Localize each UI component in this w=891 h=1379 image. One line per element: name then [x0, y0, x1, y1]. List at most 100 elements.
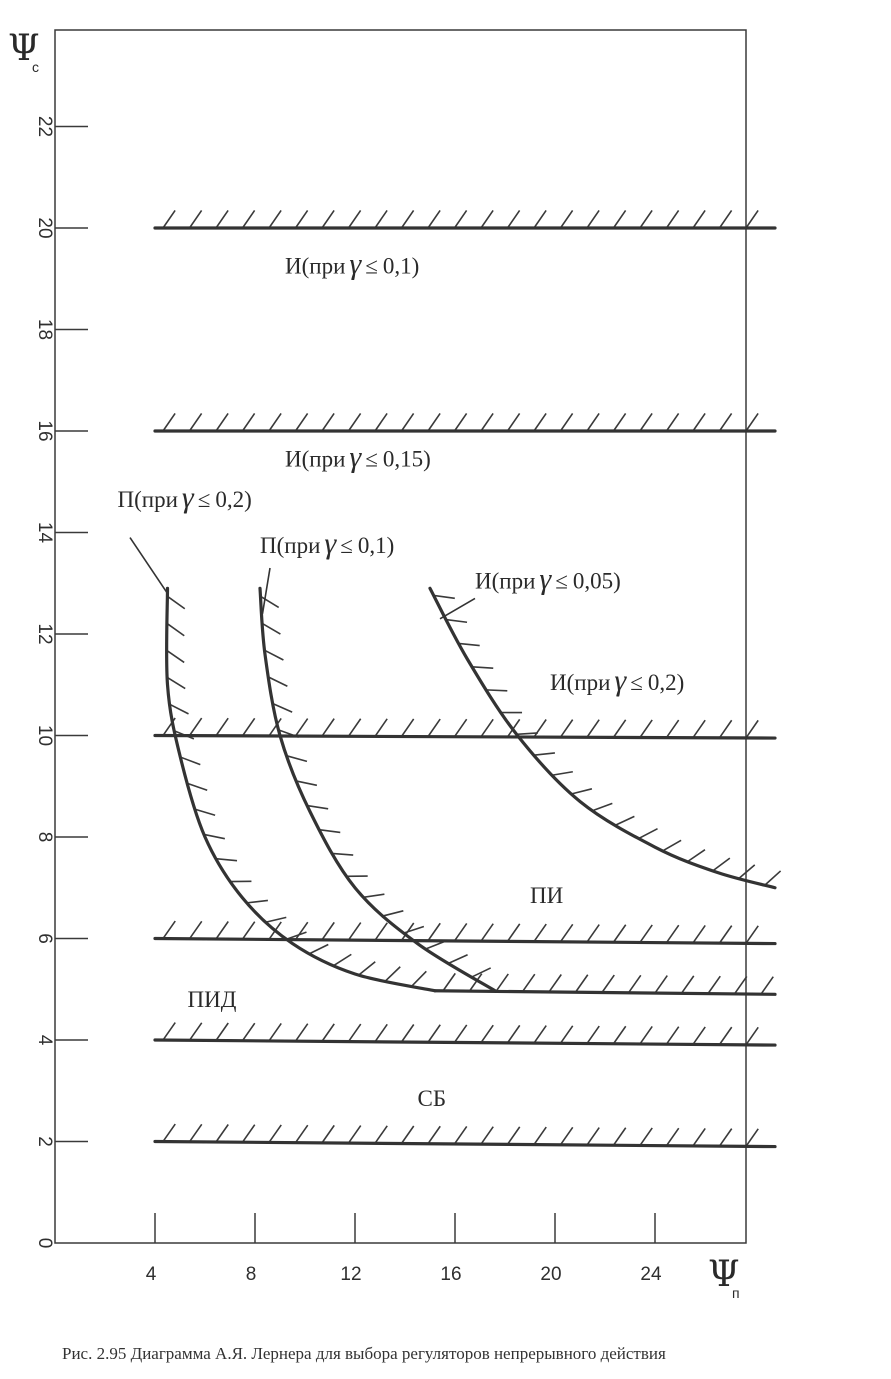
- hatch-h4: [559, 1025, 574, 1044]
- hatch-curve-i005: [764, 870, 782, 886]
- hatch-h6: [692, 924, 706, 944]
- hatch-h16: [480, 412, 494, 432]
- hatch-curve-p02: [332, 953, 352, 967]
- hatch-h5: [601, 974, 615, 993]
- hatch-h4: [374, 1023, 388, 1043]
- hatch-curve-p01: [403, 925, 425, 934]
- hatch-h6: [347, 922, 362, 941]
- boundary-curve-p02: [164, 586, 437, 993]
- hatch-h20: [427, 209, 441, 229]
- hatch-h5: [442, 972, 456, 992]
- hatch-curve-i005: [516, 732, 538, 736]
- hatch-h16: [692, 412, 706, 432]
- annotation-pid: ПИД: [188, 987, 237, 1012]
- hatch-h6: [480, 923, 494, 942]
- hatch-h4: [533, 1025, 547, 1044]
- y-axis-symbol: Ψ: [8, 28, 40, 69]
- hatch-h10: [639, 719, 653, 738]
- hatch-h10: [427, 718, 441, 738]
- gamma-symbol: γ: [349, 441, 362, 474]
- hatch-h4: [294, 1023, 309, 1042]
- hatch-h20: [241, 209, 256, 229]
- hatch-h4: [586, 1025, 600, 1044]
- hatch-h20: [718, 209, 733, 229]
- relation-symbol: ≤: [340, 533, 353, 558]
- hatch-curve-i005: [712, 857, 731, 872]
- plot-frame: [54, 29, 747, 1244]
- hatch-h6: [427, 922, 441, 942]
- annotation-value: 0,2): [648, 670, 684, 695]
- annotation-value: 0,1): [358, 533, 394, 558]
- hatch-h6: [533, 923, 547, 943]
- hatch-curve-p02: [410, 970, 427, 988]
- hatch-h10: [347, 718, 362, 737]
- hatch-h16: [639, 412, 653, 432]
- hatch-curve-p02: [194, 808, 216, 816]
- relation-symbol: ≤: [198, 487, 211, 512]
- hatch-h16: [321, 412, 335, 432]
- hatch-h16: [374, 412, 388, 432]
- hatch-h10: [612, 719, 627, 738]
- hatch-h16: [400, 412, 415, 432]
- hatch-h6: [294, 921, 309, 941]
- hatch-curve-i005: [686, 849, 706, 863]
- hatch-h6: [718, 925, 733, 944]
- hatch-curve-i005: [485, 689, 508, 692]
- relation-symbol: ≤: [555, 568, 568, 593]
- gamma-symbol: γ: [349, 248, 362, 281]
- hatch-h20: [533, 209, 547, 229]
- y-tick-label: 20: [34, 217, 55, 238]
- hatch-h20: [453, 209, 468, 229]
- hatch-curve-i005: [433, 594, 455, 600]
- hatch-h4: [639, 1026, 653, 1045]
- hatch-h2: [453, 1125, 468, 1145]
- hatch-h2: [665, 1127, 680, 1147]
- hatch-h10: [374, 718, 388, 737]
- hatch-h5: [654, 975, 668, 994]
- hatch-h2: [400, 1125, 415, 1144]
- hatch-curve-p01: [471, 967, 492, 978]
- hatch-h4: [400, 1024, 415, 1043]
- hatch-h2: [612, 1127, 627, 1146]
- y-tick-label: 4: [34, 1035, 55, 1046]
- hatch-h20: [162, 209, 176, 229]
- hatch-h4: [321, 1023, 335, 1042]
- hatch-curve-p02: [166, 595, 186, 610]
- hatch-h2: [188, 1123, 203, 1143]
- y-tick-label: 14: [34, 522, 55, 544]
- figure-caption: Рис. 2.95 Диаграмма А.Я. Лернера для выб…: [62, 1344, 666, 1363]
- x-axis-ticks: 4 8 12 16 20 24: [146, 1213, 662, 1285]
- hatch-h6: [586, 924, 600, 943]
- boundary-layer: [153, 226, 777, 1149]
- hatch-curve-p01: [318, 828, 341, 834]
- hatch-h5: [760, 976, 774, 995]
- y-axis-title: Ψ с: [8, 28, 40, 75]
- hatch-h5: [733, 975, 748, 995]
- hatch-h20: [586, 209, 600, 229]
- hatch-h2: [559, 1126, 574, 1146]
- hatch-curve-p02: [215, 857, 238, 862]
- hatch-h4: [241, 1022, 256, 1042]
- hatch-h2: [427, 1125, 441, 1145]
- x-tick-label: 4: [146, 1264, 157, 1285]
- hatch-curve-p01: [260, 595, 280, 609]
- y-tick-label: 0: [34, 1238, 55, 1249]
- y-tick-label: 22: [34, 116, 55, 137]
- hatch-h10: [586, 719, 600, 738]
- hatch-h6: [639, 924, 653, 943]
- hatch-h10: [745, 719, 759, 739]
- boundary-h5: [433, 989, 777, 996]
- hatch-curve-p01: [425, 940, 446, 950]
- hatch-curve-p01: [295, 780, 318, 787]
- gamma-symbol: γ: [539, 562, 552, 595]
- hatch-h4: [453, 1024, 468, 1043]
- annotation-p01: П(при γ ≤0,1): [260, 527, 394, 560]
- hatch-curve-i005: [592, 802, 613, 812]
- hatch-h6: [374, 922, 388, 941]
- boundary-h2: [153, 1139, 777, 1149]
- hatch-curve-p01: [264, 649, 284, 661]
- hatch-h16: [533, 412, 547, 432]
- boundary-curve-p01: [258, 586, 497, 993]
- hatch-h5: [495, 973, 509, 992]
- hatch-h6: [321, 921, 335, 941]
